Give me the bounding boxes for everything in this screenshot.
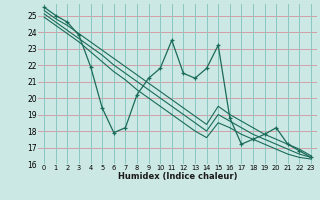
X-axis label: Humidex (Indice chaleur): Humidex (Indice chaleur) — [118, 172, 237, 181]
